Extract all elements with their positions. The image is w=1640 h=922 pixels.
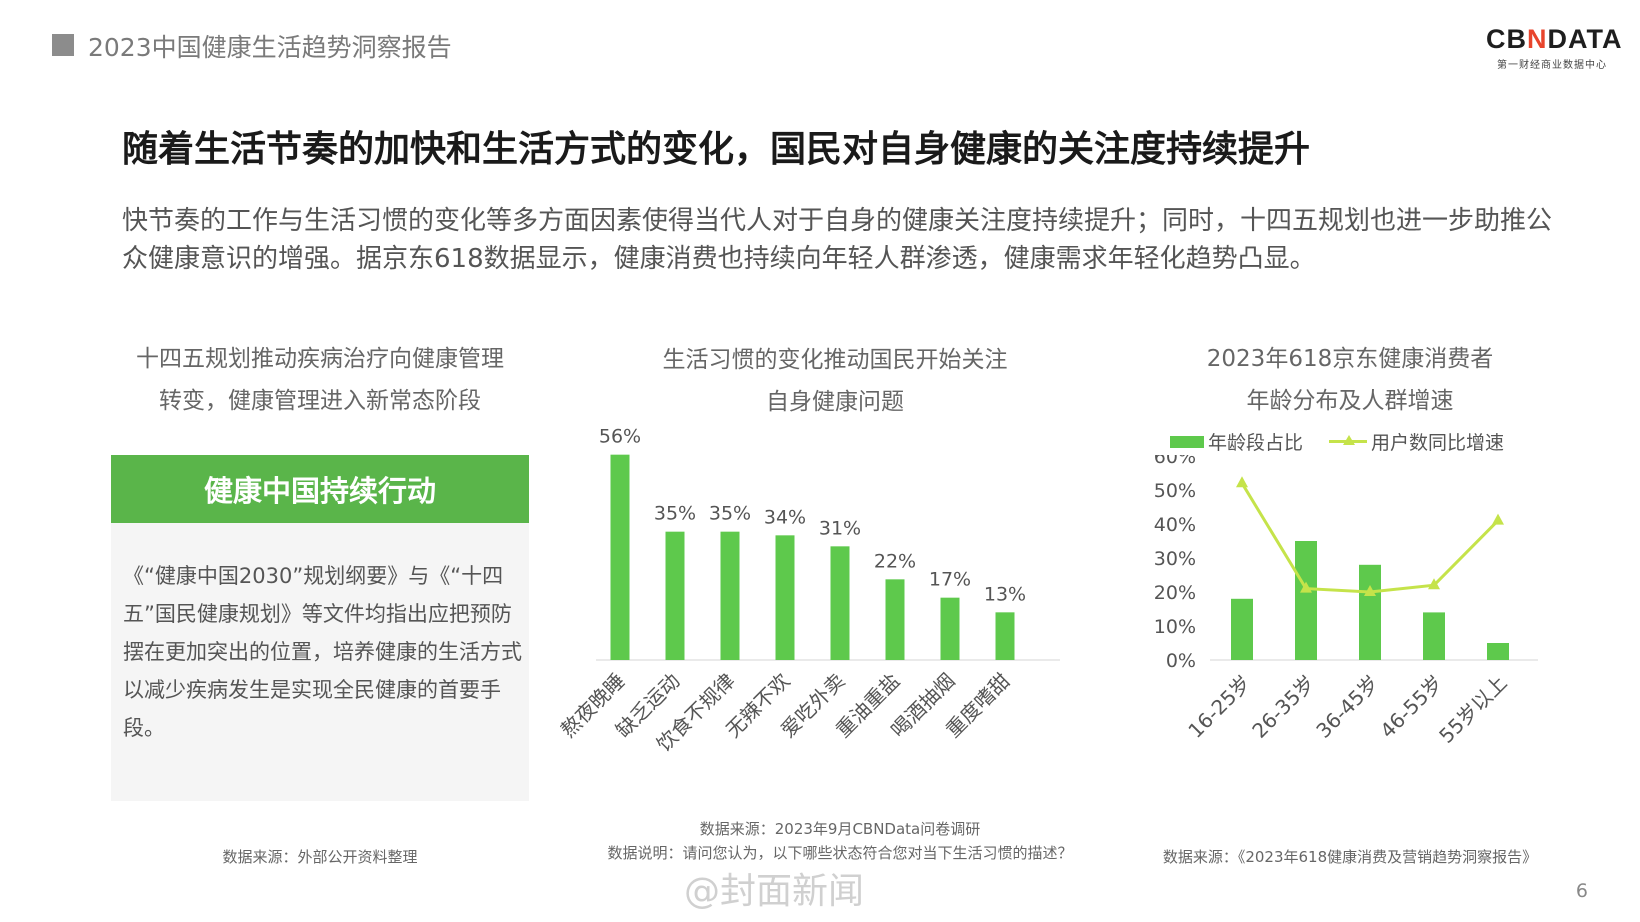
right-panel-title-line1: 2023年618京东健康消费者: [1206, 346, 1494, 372]
age-y-tick-label: 10%: [1154, 616, 1196, 638]
legend-bar-swatch: [1170, 435, 1204, 448]
age-share-bar: [1359, 564, 1381, 660]
habits-bar: [995, 612, 1015, 660]
header-square-icon: [52, 34, 74, 56]
age-share-bar: [1423, 612, 1445, 660]
habits-bar: [665, 531, 685, 660]
growth-point: [1492, 513, 1504, 525]
legend-line-label: 用户数同比增速: [1371, 432, 1505, 454]
habits-value-label: 35%: [709, 503, 751, 525]
left-source: 数据来源：外部公开资料整理: [222, 848, 418, 866]
logo-wordmark: CBNDATA: [1486, 24, 1621, 55]
growth-point: [1364, 585, 1376, 596]
age-share-bar: [1231, 598, 1253, 660]
left-panel-title-line1: 十四五规划推动疾病治疗向健康管理: [136, 346, 504, 372]
left-panel-title-line2: 转变，健康管理进入新常态阶段: [159, 388, 481, 414]
policy-banner: 健康中国持续行动: [111, 455, 529, 523]
habits-bar: [830, 546, 850, 660]
report-title: 2023中国健康生活趋势洞察报告: [88, 33, 452, 62]
middle-panel-title: 生活习惯的变化推动国民开始关注 自身健康问题: [600, 339, 1070, 423]
age-category-label: 36-45岁: [1311, 671, 1383, 743]
legend-bar-label: 年龄段占比: [1208, 432, 1304, 454]
age-y-tick-label: 60%: [1154, 455, 1196, 468]
age-category-label: 16-25岁: [1183, 671, 1255, 743]
age-y-tick-label: 0%: [1166, 650, 1196, 672]
age-category-label: 55岁以上: [1434, 671, 1511, 748]
right-source: 数据来源：《2023年618健康消费及营销趋势洞察报告》: [1162, 848, 1538, 866]
right-panel-title: 2023年618京东健康消费者 年龄分布及人群增速: [1130, 338, 1570, 422]
habits-bar: [610, 454, 630, 660]
page-number: 6: [1575, 880, 1588, 902]
logo-part-right: DATA: [1547, 24, 1623, 54]
age-category-label: 26-35岁: [1247, 671, 1319, 743]
habits-bar: [720, 531, 740, 660]
habits-value-label: 17%: [929, 569, 971, 591]
age-y-tick-label: 20%: [1154, 582, 1196, 604]
age-share-bar: [1487, 643, 1509, 660]
left-panel-title: 十四五规划推动疾病治疗向健康管理 转变，健康管理进入新常态阶段: [111, 338, 529, 422]
growth-point: [1300, 581, 1312, 593]
growth-point: [1428, 578, 1440, 590]
age-y-tick-label: 30%: [1154, 548, 1196, 570]
middle-source-line1: 数据来源：2023年9月CBNData问卷调研: [699, 820, 981, 838]
habits-value-label: 22%: [874, 550, 916, 572]
age-y-tick-label: 40%: [1154, 514, 1196, 536]
policy-box: [111, 523, 529, 801]
age-share-bar: [1295, 541, 1317, 660]
habits-bar: [885, 579, 905, 660]
age-y-tick-label: 50%: [1154, 480, 1196, 502]
watermark-text: @封面新闻: [684, 871, 865, 912]
middle-source-line2: 数据说明：请问您认为，以下哪些状态符合您对当下生活习惯的描述？: [607, 844, 1073, 862]
logo-subtitle: 第一财经商业数据中心: [1497, 60, 1607, 71]
cbndata-logo: CBNDATA 第一财经商业数据中心: [1486, 24, 1621, 71]
page-headline: 随着生活节奏的加快和生活方式的变化，国民对自身健康的关注度持续提升: [122, 129, 1311, 170]
middle-panel-title-line2: 自身健康问题: [766, 389, 904, 415]
habits-value-label: 35%: [654, 503, 696, 525]
intro-paragraph: 快节奏的工作与生活习惯的变化等多方面因素使得当代人对于自身的健康关注度持续提升；…: [122, 206, 1553, 274]
logo-part-x: N: [1527, 24, 1548, 54]
habits-value-label: 34%: [764, 506, 806, 528]
habits-value-label: 13%: [984, 583, 1026, 605]
legend-line-swatch: [1329, 435, 1368, 445]
habits-bar: [775, 535, 795, 660]
middle-panel-title-line1: 生活习惯的变化推动国民开始关注: [662, 347, 1008, 373]
habits-value-label: 56%: [599, 426, 641, 448]
age-chart-legend: 年龄段占比 用户数同比增速: [1170, 428, 1504, 455]
age-combo-chart: 0%10%20%30%40%50%60%16-25岁26-35岁36-45岁46…: [1154, 455, 1538, 748]
growth-point: [1236, 476, 1248, 488]
logo-part-left: CB: [1486, 24, 1527, 54]
habits-bar-chart: 56%熬夜晚睡35%缺乏运动35%饮食不规律34%无辣不欢31%爱吃外卖22%重…: [560, 426, 1060, 756]
policy-text: 《“健康中国2030”规划纲要》与《“十四五”国民健康规划》等文件均指出应把预防…: [123, 564, 522, 740]
right-panel-title-line2: 年龄分布及人群增速: [1246, 388, 1454, 414]
habits-value-label: 31%: [819, 517, 861, 539]
habits-bar: [940, 597, 960, 660]
